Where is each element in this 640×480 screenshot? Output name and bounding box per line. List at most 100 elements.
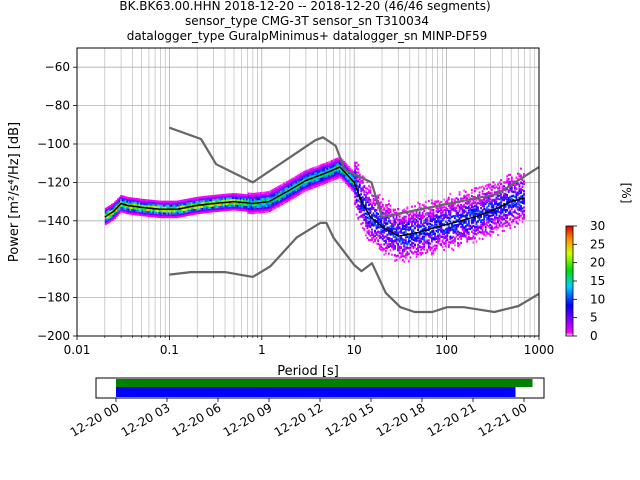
density-cell — [124, 211, 127, 214]
density-cell — [478, 212, 481, 215]
density-cell — [133, 197, 136, 200]
density-cell — [120, 196, 122, 200]
density-cell — [427, 234, 430, 237]
density-cell — [293, 176, 296, 179]
density-cell — [440, 221, 443, 224]
density-cell — [164, 204, 167, 207]
density-cell — [466, 237, 469, 240]
density-cell — [153, 213, 156, 216]
density-cell — [384, 241, 387, 244]
density-cell — [467, 202, 470, 205]
density-cell — [435, 226, 438, 229]
density-cell — [518, 216, 521, 219]
density-cell — [351, 175, 353, 178]
density-cell — [317, 171, 319, 174]
density-cell — [272, 208, 275, 211]
density-cell — [259, 192, 262, 195]
density-cell — [346, 183, 349, 186]
density-cell — [411, 229, 413, 232]
density-cell — [429, 215, 432, 218]
density-cell — [364, 204, 367, 207]
density-cell — [461, 235, 464, 238]
density-cell — [463, 220, 466, 223]
density-cell — [403, 227, 406, 230]
density-cell — [378, 215, 381, 218]
density-cell — [489, 198, 492, 201]
density-cell — [466, 202, 469, 205]
density-cell — [331, 165, 333, 168]
density-cell — [213, 198, 216, 201]
density-cell — [417, 223, 420, 226]
density-cell — [518, 173, 521, 176]
density-cell — [284, 195, 287, 198]
colorbar-tick-label: 15 — [590, 274, 605, 288]
density-cell — [275, 200, 278, 203]
density-cell — [326, 173, 329, 176]
density-cell — [523, 206, 525, 209]
density-cell — [104, 211, 107, 214]
density-cell — [506, 196, 509, 199]
density-cell — [490, 211, 493, 214]
density-cell — [320, 179, 323, 182]
density-cell — [156, 213, 159, 216]
density-cell — [326, 179, 329, 182]
density-cell — [407, 219, 410, 222]
y-tick-label: −200 — [37, 329, 70, 343]
density-cell — [460, 214, 463, 217]
density-cell — [126, 198, 129, 201]
density-cell — [224, 195, 227, 198]
density-cell — [286, 184, 288, 187]
density-cell — [435, 244, 438, 247]
density-cell — [404, 230, 407, 233]
density-cell — [215, 206, 218, 209]
density-cell — [207, 199, 210, 202]
density-cell — [210, 198, 213, 202]
density-cell — [507, 182, 510, 186]
density-cell — [486, 201, 489, 204]
density-cell — [360, 196, 363, 199]
density-cell — [115, 199, 118, 203]
density-cell — [303, 178, 306, 181]
density-cell — [158, 206, 161, 209]
plot-frame — [76, 47, 540, 337]
density-cell — [253, 208, 256, 211]
density-cell — [394, 245, 396, 248]
density-cell — [378, 218, 381, 221]
density-cell — [346, 175, 349, 179]
density-cell — [117, 200, 119, 203]
density-cell — [371, 233, 373, 237]
density-cell — [429, 212, 432, 215]
density-cell — [366, 224, 369, 228]
density-cell — [500, 179, 502, 182]
density-cell — [179, 213, 182, 216]
density-cell — [404, 254, 407, 257]
density-cell — [435, 221, 438, 224]
density-cell — [292, 188, 295, 192]
density-cell — [222, 197, 225, 200]
density-cell — [262, 199, 265, 202]
density-cell — [392, 215, 395, 218]
density-cell — [477, 220, 479, 223]
density-cell — [438, 233, 441, 236]
density-cell — [241, 197, 244, 200]
density-cell — [310, 169, 313, 172]
density-cell — [172, 200, 175, 203]
density-cell — [104, 223, 107, 226]
density-cell — [232, 202, 234, 205]
density-cell — [189, 207, 192, 210]
density-cell — [449, 228, 452, 232]
density-cell — [155, 211, 158, 214]
density-cell — [406, 225, 409, 228]
density-cell — [300, 174, 302, 177]
density-cell — [343, 161, 346, 164]
density-cell — [406, 251, 409, 254]
density-cell — [387, 231, 390, 234]
density-cell — [368, 191, 370, 194]
density-cell — [493, 216, 496, 219]
density-cell — [426, 233, 429, 236]
density-cell — [477, 209, 479, 212]
density-cell — [368, 197, 370, 201]
density-cell — [222, 209, 225, 212]
density-cell — [409, 256, 412, 259]
density-cell — [487, 220, 490, 223]
